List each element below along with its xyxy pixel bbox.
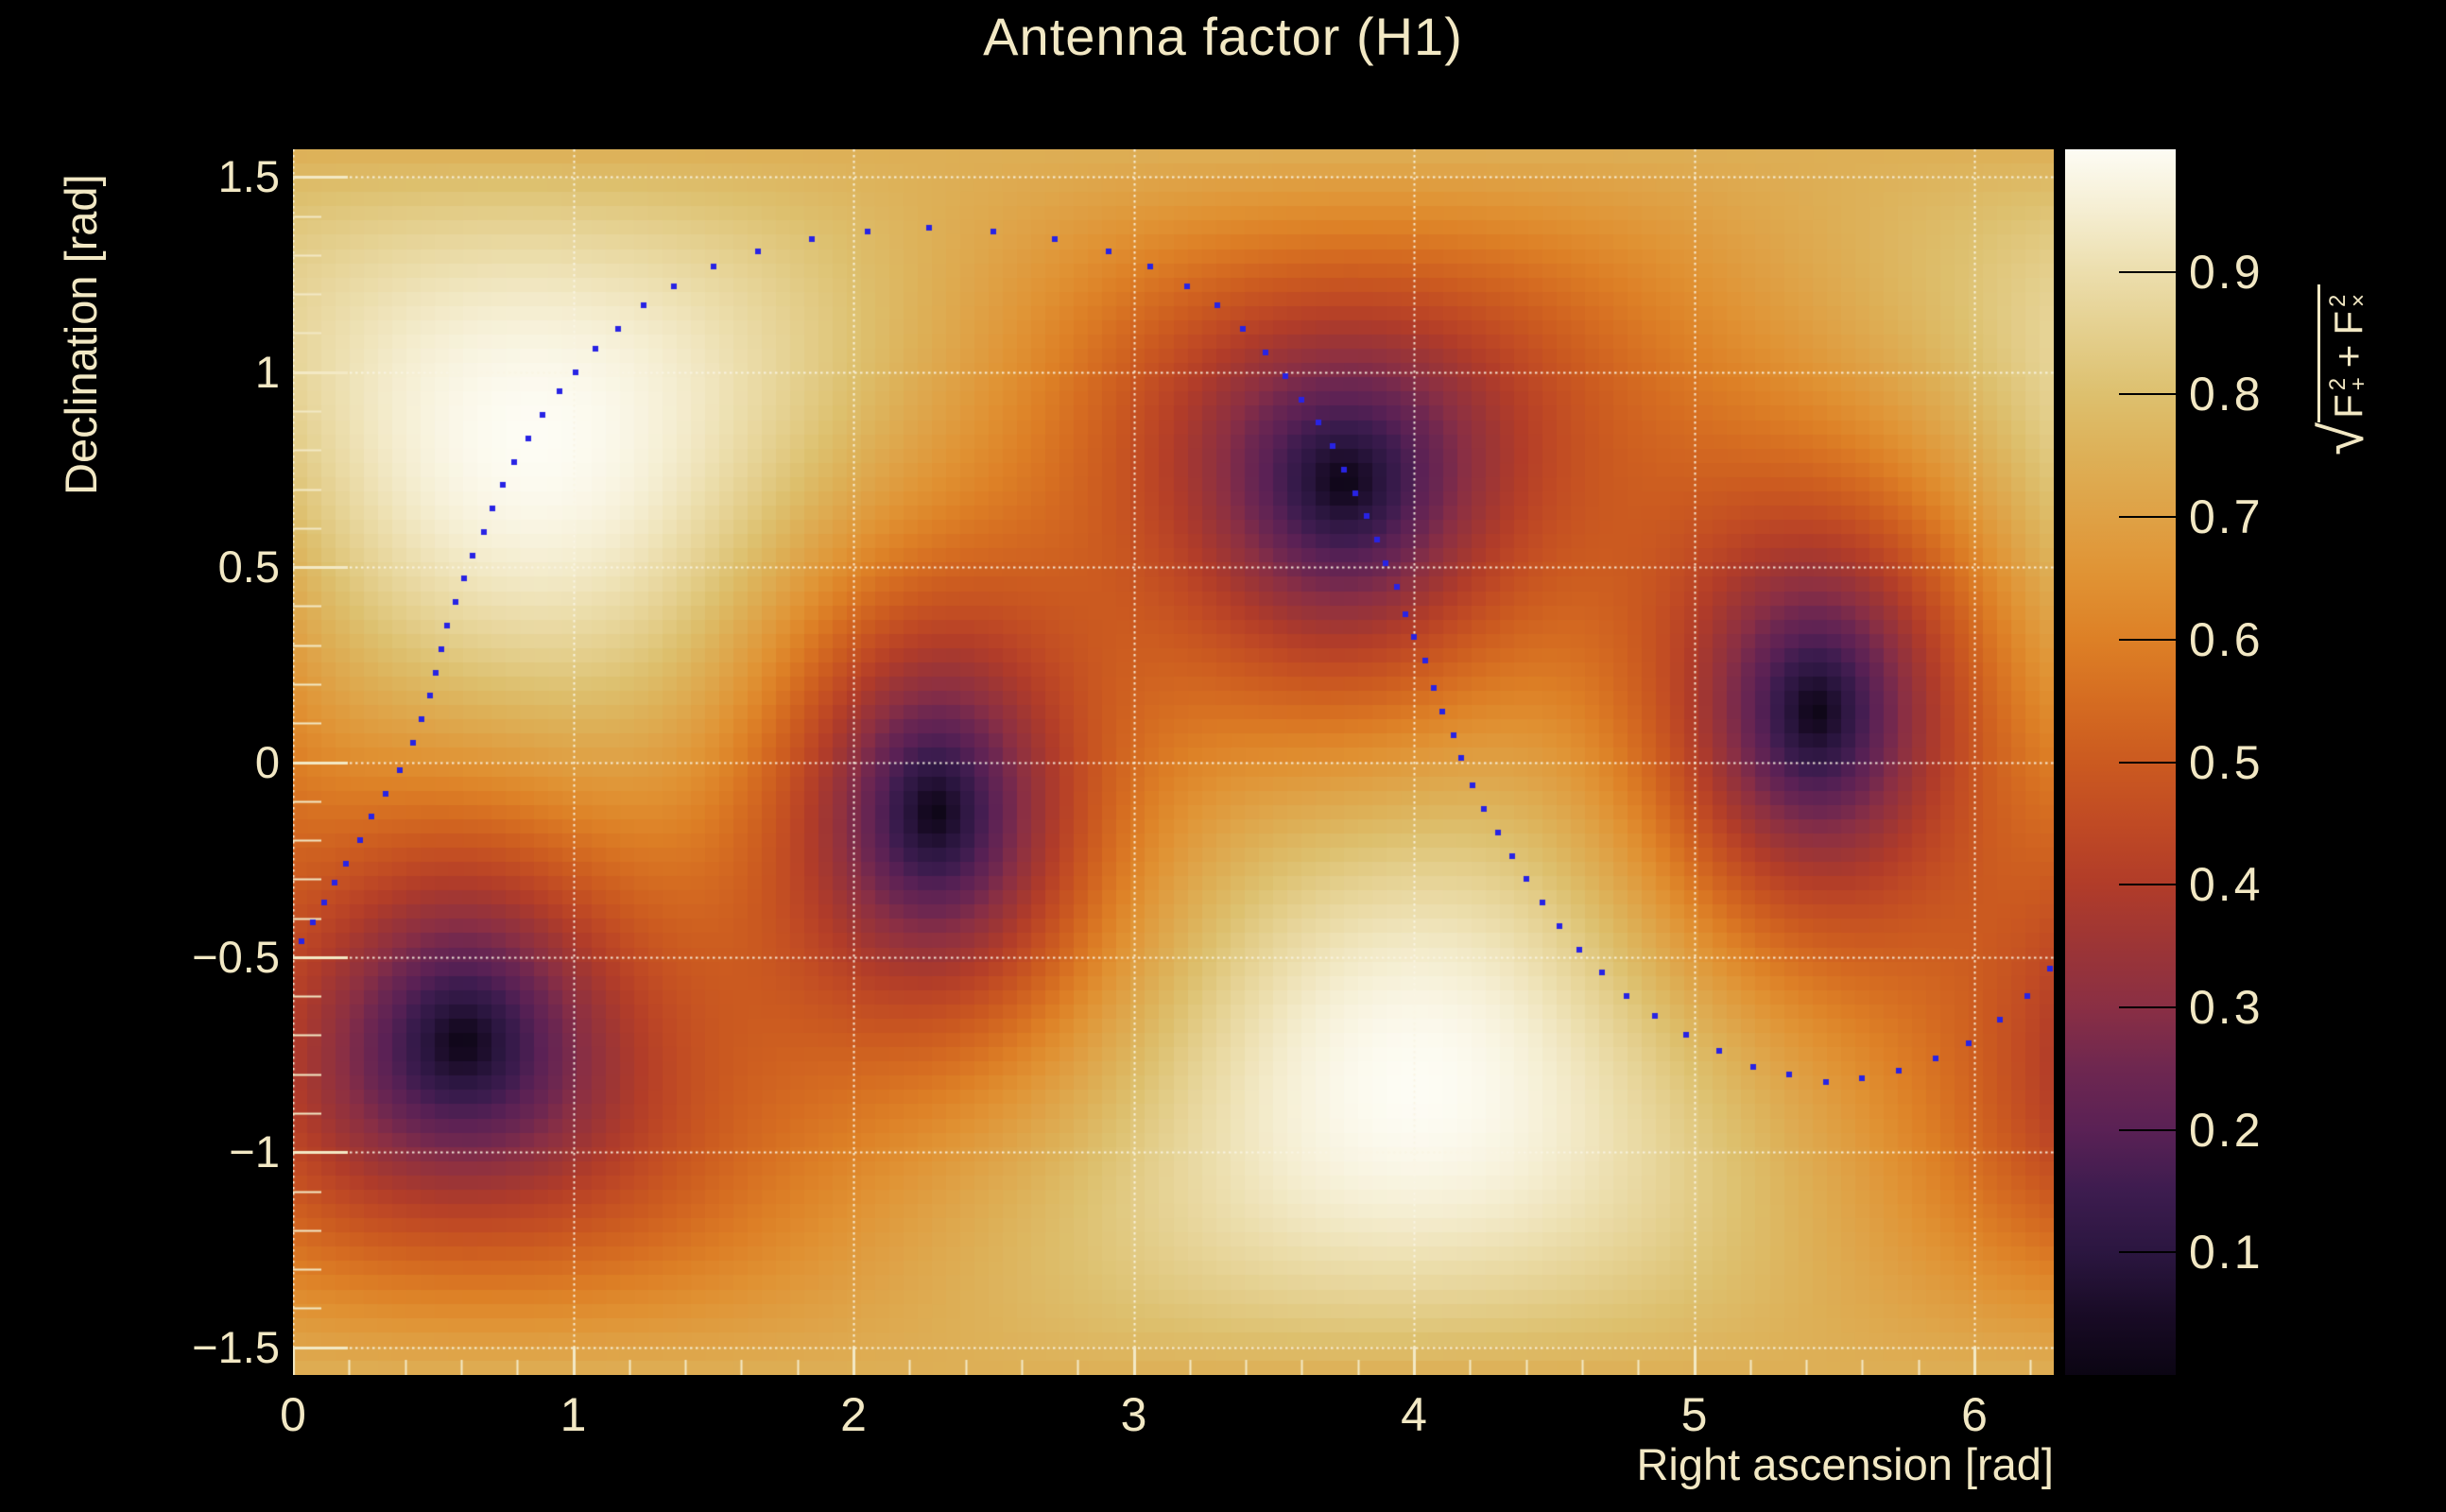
colorbar-tick-label: 0.1 bbox=[2189, 1226, 2264, 1280]
f-cross-scripts: 2 × bbox=[2325, 294, 2371, 308]
colorbar-tick bbox=[2119, 1005, 2176, 1008]
f-cross-sub: × bbox=[2346, 294, 2371, 308]
colorbar-tick bbox=[2119, 638, 2176, 641]
f-plus-scripts: 2 + bbox=[2325, 377, 2371, 391]
f-plus-symbol: F bbox=[2326, 394, 2370, 419]
colorbar-tick-label: 0.3 bbox=[2189, 980, 2264, 1034]
x-axis-title: Right ascension [rad] bbox=[1636, 1439, 2054, 1489]
x-tick-label: 3 bbox=[1120, 1388, 1147, 1441]
y-axis-title: Declination [rad] bbox=[56, 174, 106, 495]
y-tick-label: 1 bbox=[254, 346, 280, 397]
radicand: F 2 + + F 2 × bbox=[2317, 284, 2371, 422]
y-tick-label: −1 bbox=[229, 1126, 280, 1177]
plus-operator: + bbox=[2326, 344, 2370, 369]
x-tick-label: 5 bbox=[1680, 1388, 1708, 1441]
colorbar-tick-label: 0.9 bbox=[2189, 245, 2264, 299]
chart-title: Antenna factor (H1) bbox=[983, 7, 1463, 66]
colorbar-tick-label: 0.4 bbox=[2189, 858, 2264, 912]
x-tick-label: 4 bbox=[1401, 1388, 1427, 1441]
colorbar-tick bbox=[2119, 516, 2176, 519]
y-tick-label: 0 bbox=[254, 736, 280, 787]
radical-sign: √ bbox=[2308, 421, 2376, 455]
colorbar-tick-label: 0.7 bbox=[2189, 490, 2264, 544]
y-tick-label: 1.5 bbox=[217, 151, 280, 202]
f-plus-sub: + bbox=[2346, 377, 2371, 391]
colorbar-tick bbox=[2119, 1251, 2176, 1254]
colorbar-tick bbox=[2119, 270, 2176, 273]
colorbar-tick-label: 0.6 bbox=[2189, 612, 2264, 666]
f-cross-symbol: F bbox=[2326, 311, 2370, 335]
colorbar-tick bbox=[2119, 884, 2176, 886]
colorbar-tick-label: 0.8 bbox=[2189, 368, 2264, 421]
colorbar-axis-title: √ F 2 + + F 2 × bbox=[2308, 284, 2376, 455]
y-tick-label: −0.5 bbox=[192, 931, 280, 982]
x-tick-label: 1 bbox=[560, 1388, 587, 1441]
x-tick-label: 2 bbox=[840, 1388, 867, 1441]
x-tick-label: 0 bbox=[280, 1388, 306, 1441]
y-tick-label: 0.5 bbox=[217, 541, 280, 593]
colorbar-tick bbox=[2119, 761, 2176, 764]
colorbar-tick-label: 0.2 bbox=[2189, 1103, 2264, 1157]
x-tick-label: 6 bbox=[1961, 1388, 1988, 1441]
colorbar-tick bbox=[2119, 1128, 2176, 1131]
colorbar-tick bbox=[2119, 393, 2176, 396]
colorbar-tick-label: 0.5 bbox=[2189, 735, 2264, 789]
heatmap-canvas bbox=[293, 149, 2054, 1375]
y-tick-label: −1.5 bbox=[192, 1321, 280, 1372]
